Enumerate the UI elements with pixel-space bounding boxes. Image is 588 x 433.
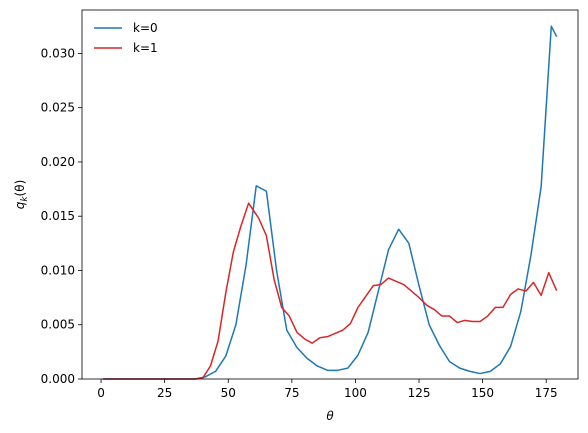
y-tick-label: 0.005 [41,318,75,332]
x-tick-label: 75 [284,386,299,400]
x-tick-label: 50 [221,386,236,400]
x-axis-label: θ [326,409,334,423]
series-line-k=0 [102,25,558,380]
x-tick-label: 100 [344,386,367,400]
axes-frame [81,9,579,380]
y-tick-label: 0.020 [41,155,75,169]
series-line-k=1 [102,202,558,380]
y-tick-label: 0.025 [41,101,75,115]
y-tick-label: 0.015 [41,209,75,223]
x-tick-label: 175 [535,386,558,400]
legend-label: k=0 [133,21,158,35]
y-tick-label: 0.010 [41,263,75,277]
x-tick-label: 125 [408,386,431,400]
y-tick-label: 0.000 [41,372,75,386]
plot-area [102,25,558,380]
legend: k=0k=1 [94,21,158,55]
legend-label: k=1 [133,41,158,55]
x-tick-label: 150 [471,386,494,400]
x-tick-label: 25 [157,386,172,400]
x-tick-label: 0 [97,386,105,400]
axes: 0 25 50 75 100 125 150 175 0.000 0.005 0.010 0.015 0… [41,9,579,400]
y-tick-label: 0.030 [41,46,75,60]
y-axis-label: qk(θ) [13,180,30,210]
